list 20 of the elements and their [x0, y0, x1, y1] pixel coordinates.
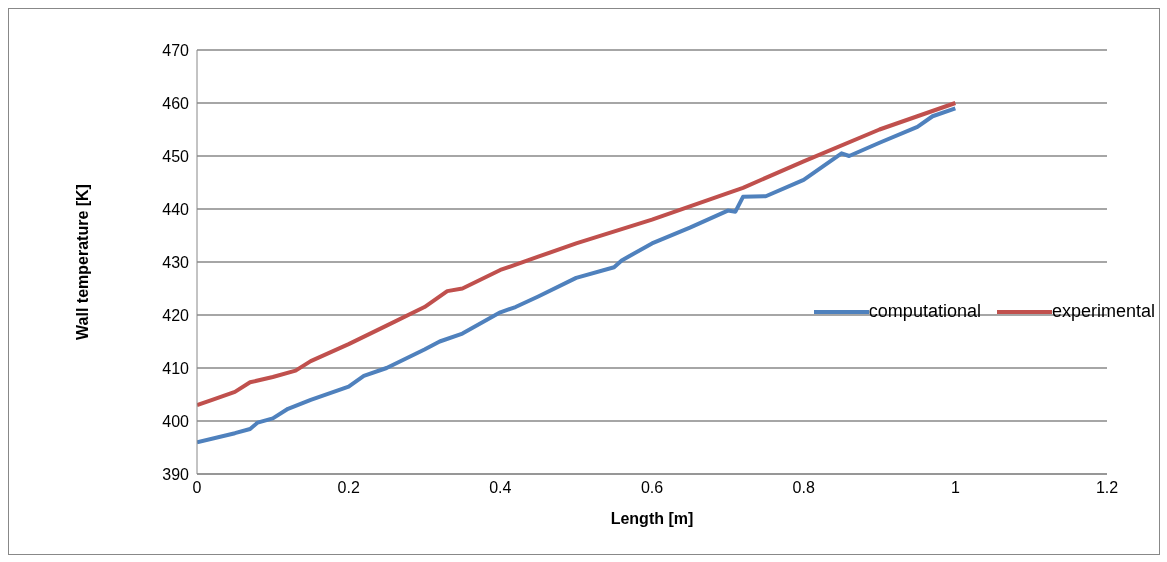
y-tick-label: 390 — [162, 465, 190, 483]
legend-label: experimental — [1051, 301, 1155, 322]
y-tick-label: 470 — [162, 41, 190, 59]
x-tick-label: 0.4 — [489, 479, 512, 497]
y-tick-label: 420 — [162, 306, 190, 324]
y-tick-label: 410 — [162, 359, 190, 377]
y-tick-label: 440 — [162, 200, 190, 218]
x-axis-title: Length [m] — [610, 510, 694, 527]
x-tick-label: 0.2 — [337, 479, 360, 497]
y-axis-title: Wall temperature [K] — [73, 184, 91, 340]
x-tick-label: 0 — [192, 479, 202, 497]
legend-label: computational — [868, 301, 981, 322]
y-tick-label: 450 — [162, 147, 190, 165]
y-tick-label: 400 — [162, 412, 190, 430]
x-tick-label: 1 — [950, 479, 960, 497]
x-tick-label: 0.8 — [792, 479, 815, 497]
y-tick-label: 460 — [162, 94, 190, 112]
x-tick-label: 0.6 — [640, 479, 664, 497]
x-tick-label: 1.2 — [1095, 479, 1119, 497]
y-tick-label: 430 — [162, 253, 190, 271]
